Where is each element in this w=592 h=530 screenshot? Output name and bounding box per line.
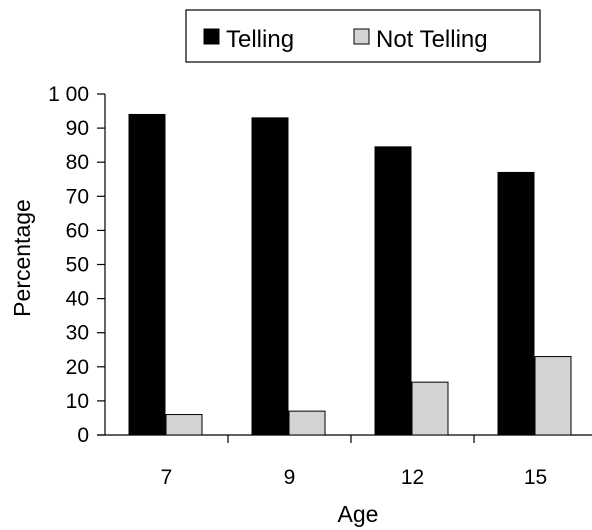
bar-telling [251, 117, 289, 436]
x-tick-label: 7 [161, 466, 173, 489]
y-tick-label: 0 [77, 424, 89, 447]
bars [128, 113, 572, 436]
y-axis-title: Percentage [9, 199, 35, 317]
legend-swatch-not-telling [353, 28, 370, 45]
x-tick-label: 15 [524, 466, 547, 489]
y-tick-label: 1 00 [48, 83, 89, 106]
x-tick-label: 9 [284, 466, 296, 489]
y-tick-label: 60 [66, 219, 89, 242]
y-tick-label: 70 [66, 185, 89, 208]
bar-not-telling [411, 381, 449, 436]
legend-swatch-telling [203, 28, 220, 45]
y-tick-label: 40 [66, 288, 89, 311]
y-ticks: 0 10 20 30 40 50 60 70 80 90 1 00 [48, 83, 105, 447]
y-tick-label: 20 [66, 356, 89, 379]
bar-telling [374, 146, 412, 436]
legend-label-not-telling: Not Telling [376, 26, 488, 53]
legend: Telling Not Telling [185, 9, 541, 63]
x-axis-title: Age [338, 501, 379, 527]
y-tick-label: 50 [66, 254, 89, 277]
y-tick-label: 80 [66, 151, 89, 174]
y-tick-label: 90 [66, 117, 89, 140]
bar-telling [128, 113, 166, 436]
legend-label-telling: Telling [226, 26, 294, 53]
bar-not-telling [165, 414, 203, 436]
x-tick-label: 12 [401, 466, 424, 489]
bar-not-telling [534, 356, 572, 436]
y-tick-label: 30 [66, 322, 89, 345]
bar-not-telling [288, 410, 326, 436]
bar-telling [497, 171, 535, 436]
y-tick-label: 10 [66, 390, 89, 413]
x-ticks: 7 9 12 15 [161, 435, 547, 489]
